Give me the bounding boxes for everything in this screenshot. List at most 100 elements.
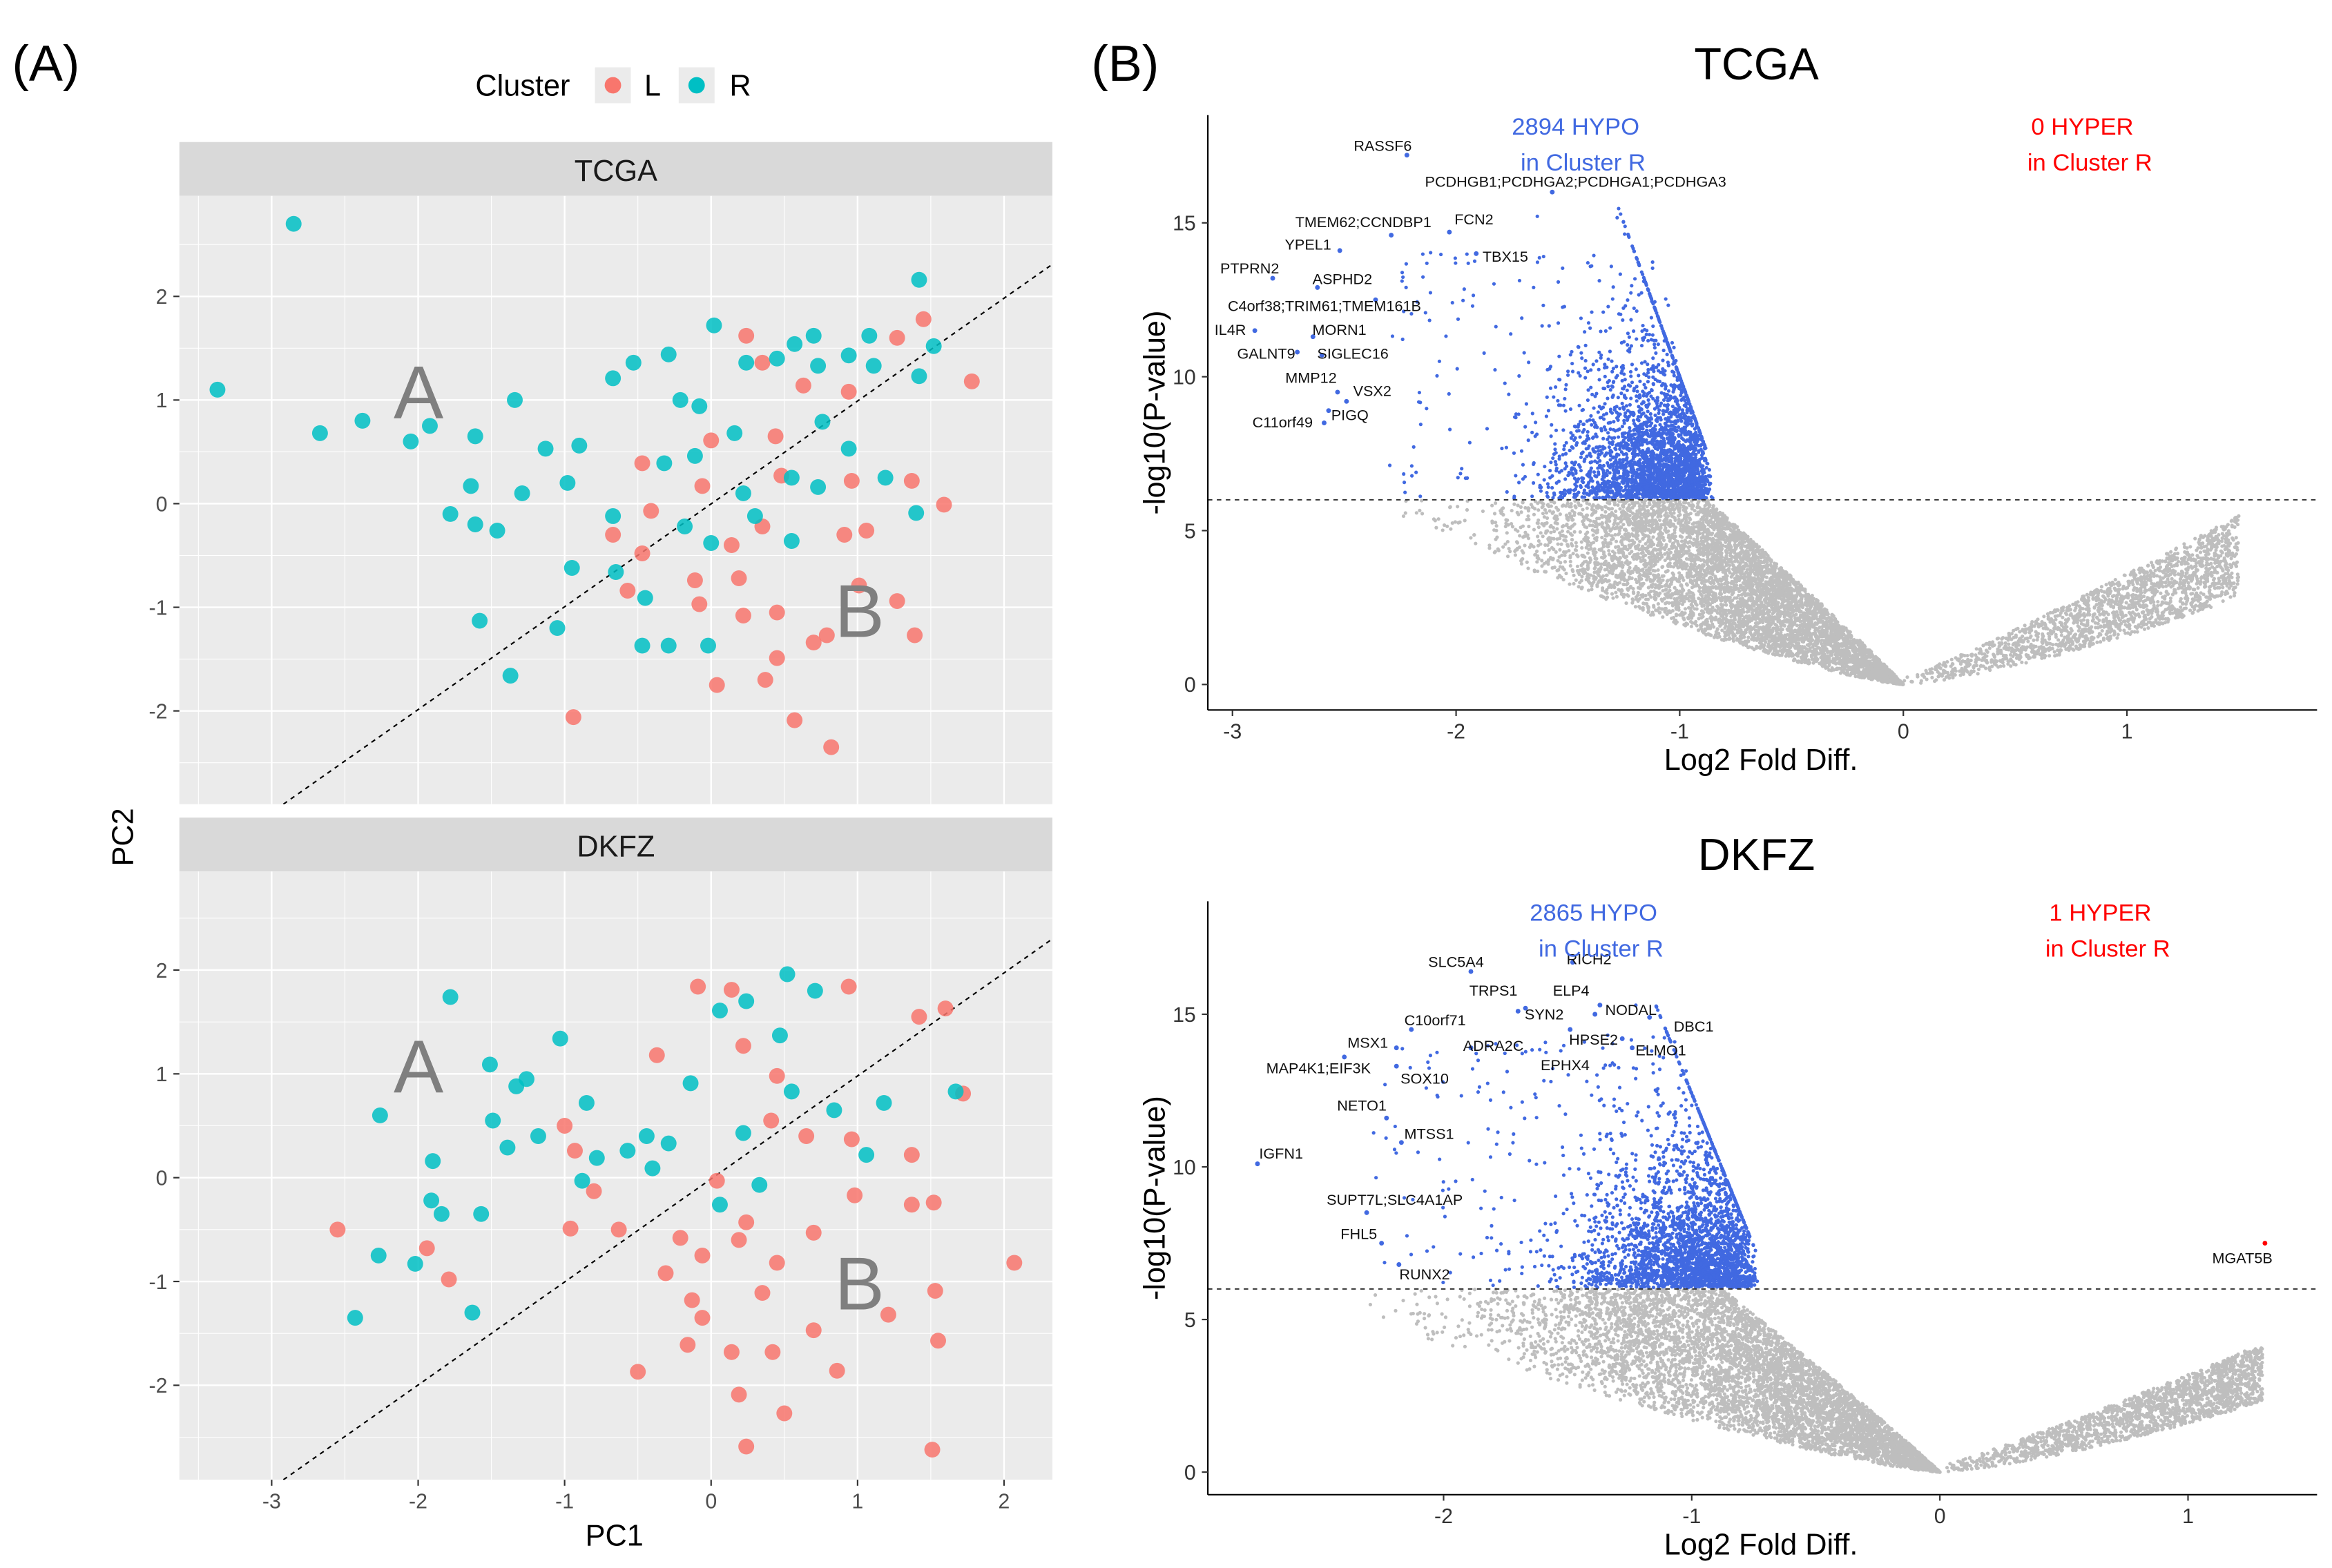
point-not-significant xyxy=(1685,622,1690,626)
legend-key-r-dot xyxy=(688,77,705,94)
point-not-significant xyxy=(1532,512,1536,516)
point-cluster-r xyxy=(779,966,796,983)
point-not-significant xyxy=(1574,578,1578,582)
point-not-significant xyxy=(1698,527,1702,531)
point-not-significant xyxy=(1669,512,1673,516)
point-not-significant xyxy=(1636,590,1640,595)
point-not-significant xyxy=(1594,576,1598,580)
point-not-significant xyxy=(1561,577,1565,582)
point-cluster-r xyxy=(672,391,688,408)
point-not-significant xyxy=(1616,503,1620,507)
point-not-significant xyxy=(1767,603,1771,607)
point-not-significant xyxy=(1679,559,1683,563)
point-not-significant xyxy=(1445,524,1449,528)
point-not-significant xyxy=(1807,611,1812,615)
point-not-significant xyxy=(1685,572,1689,577)
point-cluster-l xyxy=(735,1038,751,1054)
point-not-significant xyxy=(1595,562,1600,567)
point-not-significant xyxy=(1691,584,1696,589)
point-not-significant xyxy=(1630,505,1635,510)
point-cluster-l xyxy=(694,1247,711,1264)
point-not-significant xyxy=(1536,508,1541,512)
point-not-significant xyxy=(1748,630,1752,634)
point-not-significant xyxy=(1540,559,1544,563)
point-not-significant xyxy=(1669,507,1673,512)
point-not-significant xyxy=(1624,583,1629,587)
point-not-significant xyxy=(1690,555,1694,560)
point-not-significant xyxy=(1524,534,1528,538)
point-cluster-r xyxy=(559,474,576,491)
point-not-significant xyxy=(1580,545,1584,550)
point-not-significant xyxy=(1610,592,1615,596)
point-not-significant xyxy=(1672,575,1676,579)
point-cluster-l xyxy=(757,672,773,688)
point-not-significant xyxy=(1716,556,1720,561)
point-not-significant xyxy=(1594,525,1599,529)
point-not-significant xyxy=(1615,525,1619,530)
point-cluster-l xyxy=(930,1333,947,1349)
point-not-significant xyxy=(1583,525,1587,529)
point-not-significant xyxy=(1543,550,1547,554)
point-not-significant xyxy=(1656,514,1661,518)
point-not-significant xyxy=(1694,512,1699,516)
point-not-significant xyxy=(1536,539,1541,543)
point-not-significant xyxy=(1735,574,1740,578)
point-cluster-r xyxy=(712,1197,728,1213)
point-not-significant xyxy=(1555,527,1559,531)
point-cluster-l xyxy=(634,545,651,561)
point-cluster-r xyxy=(311,425,328,441)
point-not-significant xyxy=(1596,581,1601,585)
point-not-significant xyxy=(1552,501,1557,505)
point-cluster-l xyxy=(694,1310,711,1326)
point-not-significant xyxy=(1631,586,1635,591)
point-not-significant xyxy=(1684,582,1689,586)
point-not-significant xyxy=(1632,541,1636,545)
point-not-significant xyxy=(1804,617,1809,621)
y-tick-label: 2 xyxy=(156,286,168,309)
point-not-significant xyxy=(1494,537,1498,541)
point-not-significant xyxy=(1586,561,1590,565)
point-cluster-r xyxy=(605,370,621,387)
point-cluster-l xyxy=(723,537,740,553)
x-tick-label: 2 xyxy=(999,1490,1010,1513)
point-not-significant xyxy=(1494,521,1498,525)
point-not-significant xyxy=(1689,602,1694,606)
point-not-significant xyxy=(1588,543,1592,548)
point-not-significant xyxy=(1721,543,1725,548)
point-not-significant xyxy=(1615,557,1620,561)
point-cluster-l xyxy=(787,712,803,728)
point-not-significant xyxy=(1610,564,1615,568)
point-not-significant xyxy=(1665,517,1669,521)
point-not-significant xyxy=(1603,510,1608,514)
point-not-significant xyxy=(1678,512,1682,517)
point-not-significant xyxy=(1619,525,1623,530)
point-not-significant xyxy=(1635,552,1639,556)
point-not-significant xyxy=(1624,601,1628,606)
point-not-significant xyxy=(1675,620,1679,624)
point-cluster-r xyxy=(783,470,800,486)
point-not-significant xyxy=(1677,517,1681,521)
point-not-significant xyxy=(1706,532,1711,536)
point-cluster-l xyxy=(843,472,860,489)
point-cluster-r xyxy=(810,478,827,495)
point-not-significant xyxy=(1715,627,1719,631)
point-cluster-r xyxy=(473,1206,490,1222)
point-cluster-l xyxy=(643,503,659,519)
point-not-significant xyxy=(1634,501,1638,505)
point-not-significant xyxy=(1673,585,1677,590)
point-cluster-r xyxy=(677,518,693,534)
point-not-significant xyxy=(1513,553,1517,557)
point-not-significant xyxy=(1636,585,1641,590)
region-label-b: B xyxy=(835,569,885,652)
point-not-significant xyxy=(1641,554,1646,559)
point-not-significant xyxy=(1504,521,1508,525)
point-not-significant xyxy=(1503,542,1507,546)
point-not-significant xyxy=(1633,568,1637,572)
point-not-significant xyxy=(1647,519,1652,523)
point-not-significant xyxy=(1771,612,1775,616)
point-not-significant xyxy=(1668,557,1673,561)
point-not-significant xyxy=(1672,515,1676,519)
point-not-significant xyxy=(1572,530,1577,534)
point-not-significant xyxy=(1447,505,1452,510)
